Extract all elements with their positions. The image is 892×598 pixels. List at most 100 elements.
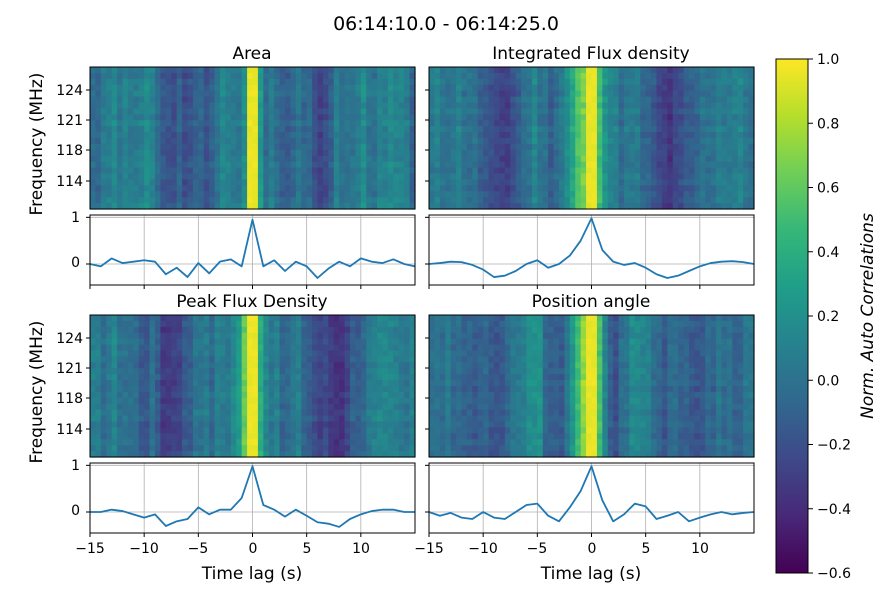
heatmap-cell (106, 362, 113, 369)
heatmap-cell (268, 149, 275, 157)
heatmap-cell (629, 120, 636, 127)
heatmap-cell (366, 439, 373, 446)
heatmap-cell (607, 197, 614, 204)
heatmap-cell (165, 320, 172, 328)
heatmap-cell (710, 197, 717, 204)
heatmap-cell (624, 191, 631, 198)
heatmap-cell (350, 161, 357, 169)
heatmap-cell (355, 380, 362, 387)
heatmap-cell (586, 326, 593, 334)
heatmap-cell (165, 362, 172, 369)
heatmap-cell (580, 138, 587, 145)
heatmap-cell (366, 409, 373, 417)
heatmap-cell (499, 173, 506, 181)
heatmap-cell (466, 72, 473, 80)
heatmap-cell (312, 114, 319, 121)
heatmap-cell (133, 191, 140, 198)
heatmap-cell (748, 185, 755, 192)
heatmap-cell (607, 78, 614, 86)
heatmap-cell (683, 326, 690, 334)
heatmap-cell (230, 386, 237, 393)
heatmap-cell (661, 114, 668, 121)
heatmap-cell (187, 332, 194, 340)
heatmap-cell (404, 96, 411, 104)
heatmap-cell (214, 179, 221, 186)
heatmap-cell (404, 338, 411, 346)
heatmap-cell (651, 350, 658, 358)
heatmap-cell (456, 338, 463, 346)
heatmap-cell (301, 173, 308, 181)
heatmap-cell (748, 173, 755, 181)
heatmap-cell (198, 191, 205, 198)
heatmap-cell (144, 96, 151, 104)
heatmap-cell (247, 374, 254, 381)
heatmap-cell (689, 173, 696, 181)
heatmap-cell (268, 191, 275, 198)
heatmap-cell (192, 368, 199, 375)
heatmap-cell (456, 326, 463, 334)
heatmap-cell (339, 445, 346, 452)
heatmap-cell (339, 143, 346, 151)
heatmap-cell (241, 84, 248, 92)
heatmap-cell (602, 173, 609, 181)
heatmap-cell (111, 167, 118, 175)
heatmap-cell (285, 84, 292, 92)
heatmap-cell (445, 203, 452, 210)
heatmap-cell (144, 338, 151, 346)
heatmap-cell (247, 203, 254, 210)
heatmap-cell (295, 149, 302, 157)
heatmap-cell (187, 185, 194, 192)
heatmap-cell (651, 356, 658, 363)
heatmap-cell (377, 315, 384, 322)
heatmap-cell (434, 108, 441, 115)
heatmap-cell (257, 197, 264, 204)
heatmap-cell (263, 338, 270, 346)
heatmap-cell (504, 315, 511, 322)
heatmap-cell (290, 185, 297, 192)
heatmap-cell (732, 155, 739, 163)
autocorr-series-line (90, 465, 415, 528)
heatmap-cell (322, 203, 329, 210)
heatmap-cell (176, 350, 183, 358)
heatmap-cell (355, 84, 362, 92)
heatmap-cell (618, 185, 625, 192)
heatmap-cell (429, 72, 436, 80)
heatmap-cell (95, 114, 102, 121)
heatmap-cell (236, 138, 243, 145)
heatmap-cell (494, 185, 501, 192)
heatmap-cell (450, 143, 457, 151)
heatmap-cell (328, 368, 335, 375)
heatmap-cell (434, 191, 441, 198)
heatmap-cell (743, 356, 750, 363)
heatmap-cell (667, 67, 674, 74)
heatmap-cell (683, 173, 690, 181)
heatmap-cell (192, 386, 199, 393)
heatmap-cell (521, 132, 528, 139)
heatmap-cell (521, 149, 528, 157)
heatmap-cell (268, 90, 275, 98)
heatmap-cell (521, 138, 528, 145)
heatmap-cell (591, 96, 598, 104)
heatmap-cell (176, 421, 183, 429)
heatmap-cell (100, 161, 107, 169)
heatmap-cell (488, 356, 495, 363)
heatmap-cell (377, 185, 384, 192)
heatmap-cell (504, 102, 511, 110)
heatmap-cell (521, 126, 528, 133)
heatmap-cell (624, 67, 631, 74)
heatmap-cell (171, 126, 178, 133)
heatmap-cell (333, 332, 340, 340)
heatmap-cell (171, 108, 178, 115)
heatmap-cell (236, 84, 243, 92)
heatmap-cell (607, 344, 614, 352)
heatmap-cell (499, 167, 506, 175)
heatmap-cell (661, 344, 668, 352)
heatmap-cell (398, 120, 405, 127)
heatmap-cell (504, 203, 511, 210)
heatmap-cell (360, 96, 367, 104)
heatmap-cell (203, 427, 210, 434)
heatmap-cell (461, 167, 468, 175)
heatmap-cell (613, 126, 620, 133)
heatmap-cell (705, 161, 712, 169)
heatmap-cell (344, 362, 351, 369)
